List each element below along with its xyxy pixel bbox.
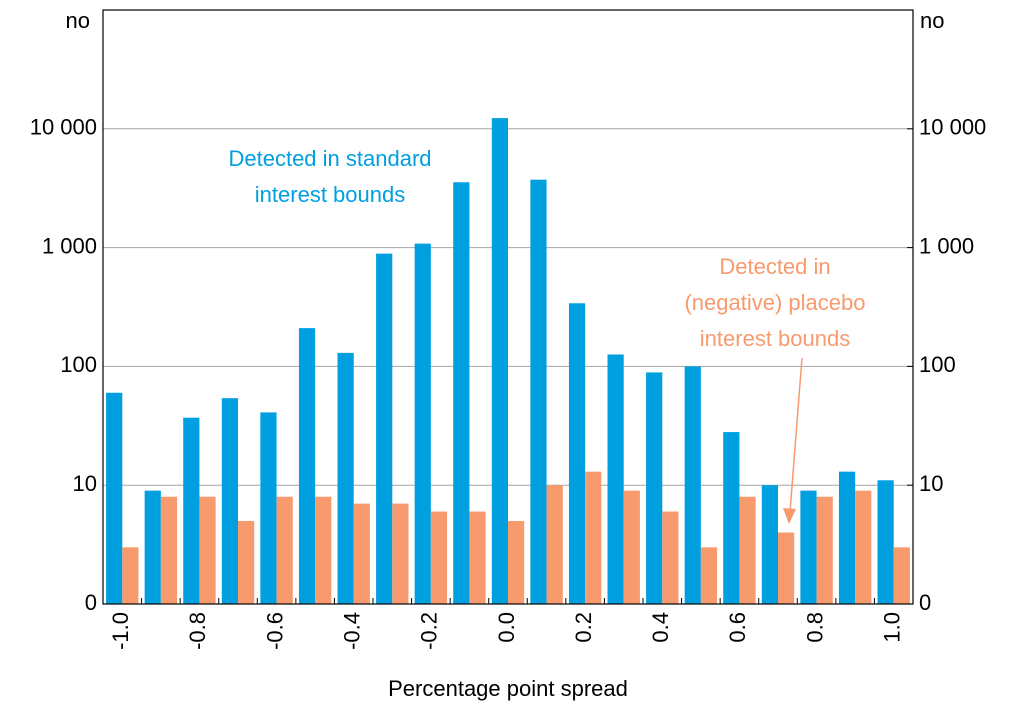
- bar: [414, 243, 431, 604]
- y-axis-label: no: [66, 8, 90, 33]
- x-tick-label: -0.6: [262, 612, 287, 650]
- y2-tick-label: 10: [919, 471, 943, 496]
- y-tick-label: 1 000: [42, 233, 97, 258]
- bar: [106, 392, 123, 604]
- bar: [453, 182, 470, 605]
- annotation: interest bounds: [255, 182, 405, 207]
- x-tick-label: -1.0: [108, 612, 133, 650]
- x-tick-label: 1.0: [880, 612, 905, 643]
- y2-tick-label: 0: [919, 590, 931, 615]
- bar: [893, 547, 910, 604]
- bar: [800, 490, 817, 604]
- x-tick-label: -0.8: [185, 612, 210, 650]
- bar: [623, 490, 640, 604]
- bar: [392, 503, 409, 604]
- bar: [276, 496, 293, 604]
- bar: [607, 354, 624, 604]
- bar: [376, 253, 393, 604]
- y2-tick-label: 10 000: [919, 115, 986, 140]
- x-tick-label: 0.4: [648, 612, 673, 643]
- bar: [684, 366, 701, 604]
- bar: [855, 490, 872, 604]
- y-tick-label: 100: [60, 352, 97, 377]
- y-tick-label: 10: [73, 471, 97, 496]
- bar: [430, 511, 448, 604]
- x-tick-label: 0.6: [725, 612, 750, 643]
- y2-axis-label: no: [920, 8, 944, 33]
- bar: [568, 303, 586, 604]
- x-tick-label: -0.2: [417, 612, 442, 650]
- bar: [260, 412, 277, 604]
- x-tick-label: 0.2: [571, 612, 596, 643]
- bar: [298, 328, 316, 604]
- annotation: Detected in standard: [228, 146, 431, 171]
- bar: [160, 496, 178, 604]
- annotation-arrowhead: [783, 508, 796, 524]
- x-tick-label: -0.4: [340, 612, 365, 650]
- bar: [238, 520, 255, 604]
- x-tick-label: 0.8: [802, 612, 827, 643]
- bar: [144, 490, 161, 604]
- bar: [585, 471, 602, 604]
- y2-tick-label: 100: [919, 352, 956, 377]
- bar: [353, 503, 370, 604]
- annotation: interest bounds: [700, 326, 850, 351]
- bar: [739, 496, 756, 604]
- bar: [662, 511, 679, 604]
- plot-frame: [102, 9, 914, 605]
- bar: [700, 547, 718, 604]
- bar: [816, 496, 833, 604]
- bar: [723, 432, 740, 604]
- bar: [761, 485, 778, 604]
- y2-tick-label: 1 000: [919, 233, 974, 258]
- bar: [337, 352, 354, 604]
- bar: [778, 532, 795, 604]
- bar: [877, 480, 894, 604]
- bar: [546, 485, 563, 604]
- annotation: Detected in: [719, 254, 830, 279]
- annotation: (negative) placebo: [684, 290, 865, 315]
- x-axis-title: Percentage point spread: [388, 676, 628, 701]
- y-tick-label: 0: [85, 590, 97, 615]
- bar: [469, 511, 486, 604]
- annotation-arrow: [789, 357, 803, 513]
- bar: [315, 496, 332, 604]
- bar: [491, 118, 508, 605]
- bar: [221, 398, 238, 604]
- bar: [838, 471, 856, 604]
- bar: [646, 372, 663, 604]
- bar: [530, 179, 547, 605]
- x-tick-label: 0.0: [494, 612, 519, 643]
- bar: [199, 496, 216, 604]
- bar: [183, 417, 200, 604]
- bar: [122, 547, 139, 604]
- y-tick-label: 10 000: [30, 115, 97, 140]
- bar: [508, 520, 525, 604]
